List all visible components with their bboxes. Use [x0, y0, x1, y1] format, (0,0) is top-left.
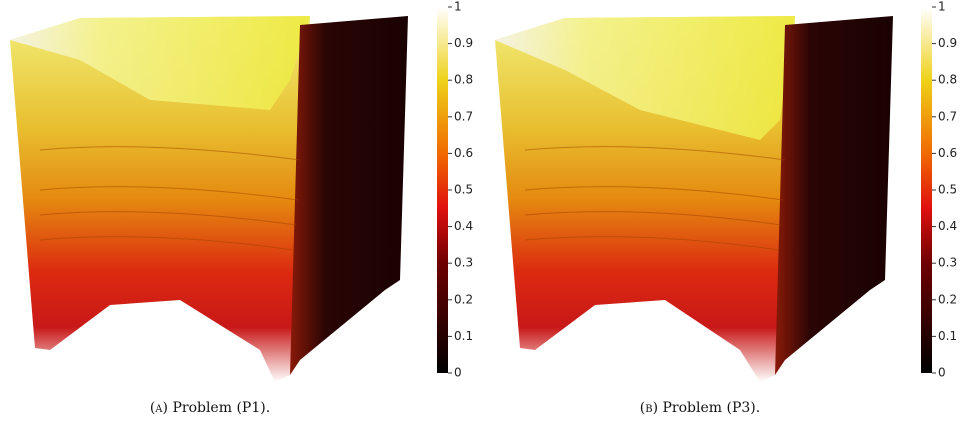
tick-label: 0.3	[938, 256, 957, 270]
tick-label: 0.2	[938, 292, 957, 306]
tick-label: 0.7	[454, 109, 473, 123]
tick-label: 0.4	[938, 219, 957, 233]
tick-label: 0.1	[938, 329, 957, 343]
caption-text: Problem (P3).	[662, 400, 761, 416]
tick-label: 0.6	[938, 146, 957, 160]
tick-label: 0.8	[454, 73, 473, 87]
colorbar	[921, 7, 932, 373]
render-b	[495, 16, 893, 382]
tick-label: 0.3	[454, 256, 473, 270]
tick-label: 0.9	[454, 36, 473, 50]
tick-label: 0.5	[938, 183, 957, 197]
tick-label: 0.8	[938, 73, 957, 87]
tick-label: 0.6	[454, 146, 473, 160]
tick-label: 0.9	[938, 36, 957, 50]
tick-label: 0.5	[454, 183, 473, 197]
colorbar	[437, 7, 448, 373]
tick-label: 0.4	[454, 219, 473, 233]
caption: (a) Problem (P1).	[150, 400, 270, 416]
tick-label: 0	[938, 366, 946, 380]
tick-label: 1	[938, 0, 946, 14]
caption-label: (a)	[149, 400, 168, 416]
tick-label: 0	[454, 366, 462, 380]
caption: (b) Problem (P3).	[640, 400, 760, 416]
caption-label: (b)	[639, 400, 659, 416]
caption-text: Problem (P1).	[172, 400, 271, 416]
tick-label: 1	[454, 0, 462, 14]
tick-label: 0.2	[454, 292, 473, 306]
tick-label: 0.1	[454, 329, 473, 343]
render-a	[10, 16, 408, 382]
figure-canvas: 0 0.1 0.2 0.3 0.4 0.5 0.6 0.7 0.8 0.9 1 0 0.1 0.2 0.3 0…	[10, 0, 957, 382]
tick-label: 0.7	[938, 109, 957, 123]
